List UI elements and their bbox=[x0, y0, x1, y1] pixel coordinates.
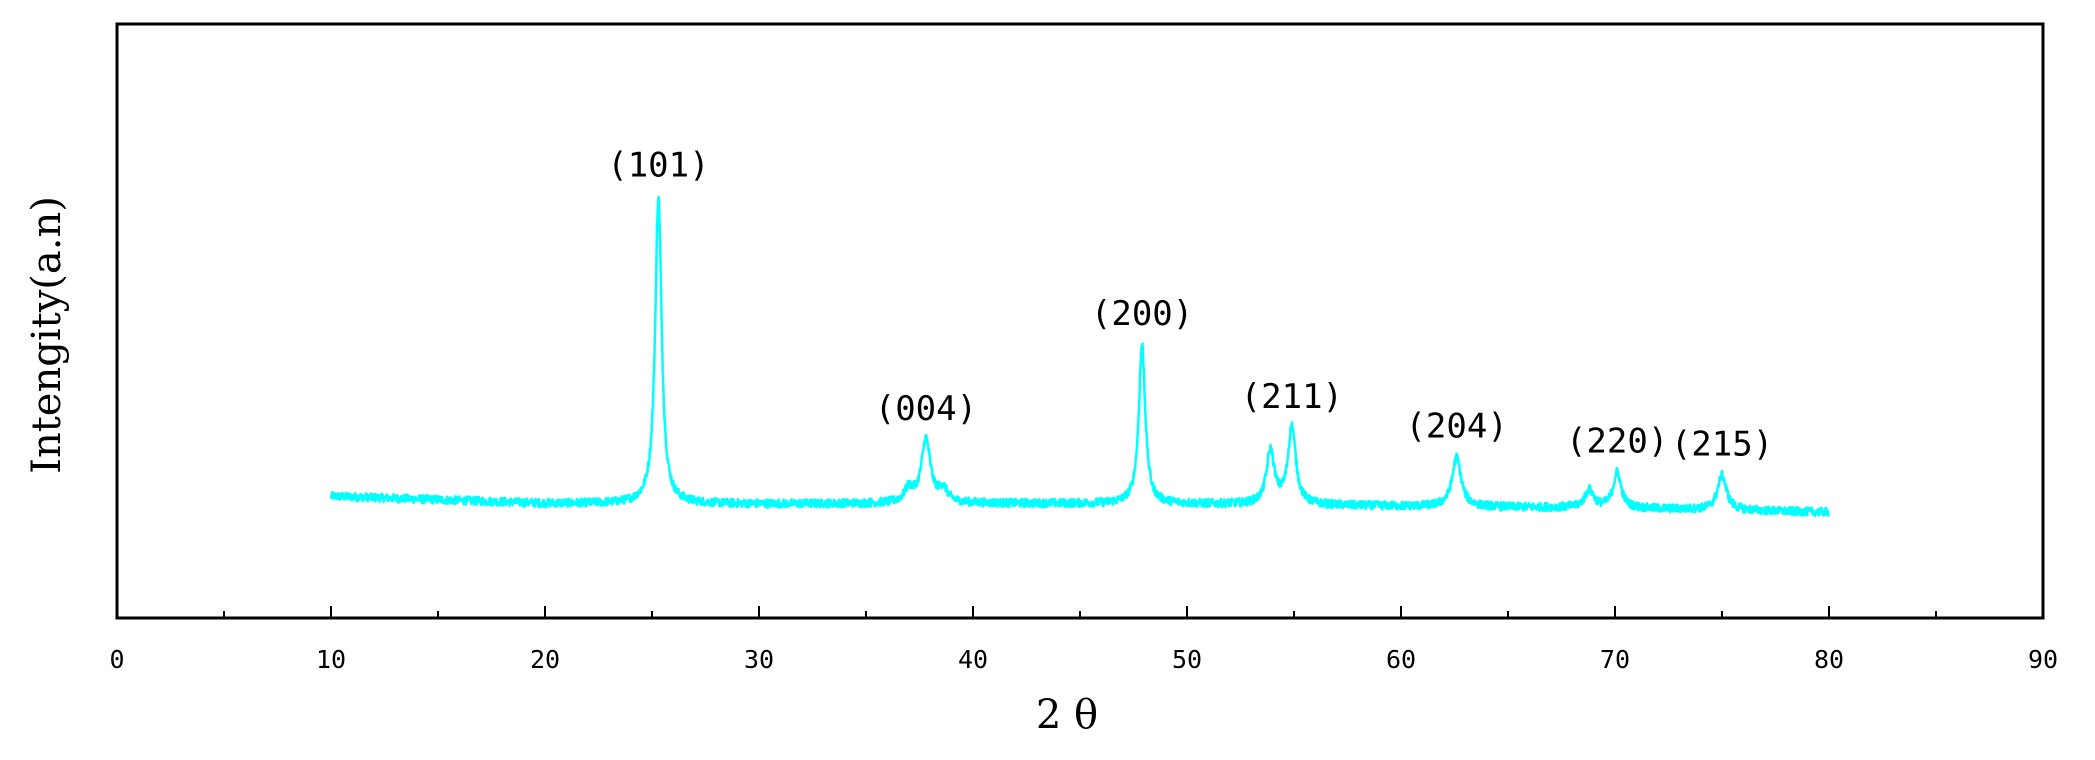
x-axis-tick-labels: 0 10 20 30 40 50 60 70 80 90 bbox=[109, 645, 2058, 674]
x-tick-label: 90 bbox=[2028, 645, 2058, 674]
diffraction-pattern-line bbox=[329, 195, 1831, 518]
x-tick-label: 20 bbox=[530, 645, 560, 674]
plot-frame bbox=[115, 22, 2045, 620]
peak-label: (215) bbox=[1671, 424, 1773, 464]
x-axis-ticks bbox=[116, 606, 2044, 618]
x-axis-title: 2 θ bbox=[1036, 692, 1098, 738]
x-tick-label: 30 bbox=[744, 645, 774, 674]
x-tick-label: 40 bbox=[958, 645, 988, 674]
x-tick-label: 0 bbox=[109, 645, 124, 674]
x-tick-label: 10 bbox=[316, 645, 346, 674]
peak-label: (211) bbox=[1241, 377, 1343, 417]
peak-label: (004) bbox=[875, 389, 977, 429]
peak-label: (220) bbox=[1566, 421, 1668, 461]
x-tick-label: 50 bbox=[1172, 645, 1202, 674]
y-axis-title: Intengity(a.n) bbox=[24, 196, 70, 474]
x-tick-label: 80 bbox=[1814, 645, 1844, 674]
x-tick-label: 70 bbox=[1600, 645, 1630, 674]
peak-labels: (101) (004) (200) (211) (204) (220) (215) bbox=[607, 145, 1773, 464]
x-tick-label: 60 bbox=[1386, 645, 1416, 674]
peak-label: (101) bbox=[607, 145, 709, 185]
peak-label: (204) bbox=[1405, 407, 1507, 447]
peak-label: (200) bbox=[1091, 294, 1193, 334]
